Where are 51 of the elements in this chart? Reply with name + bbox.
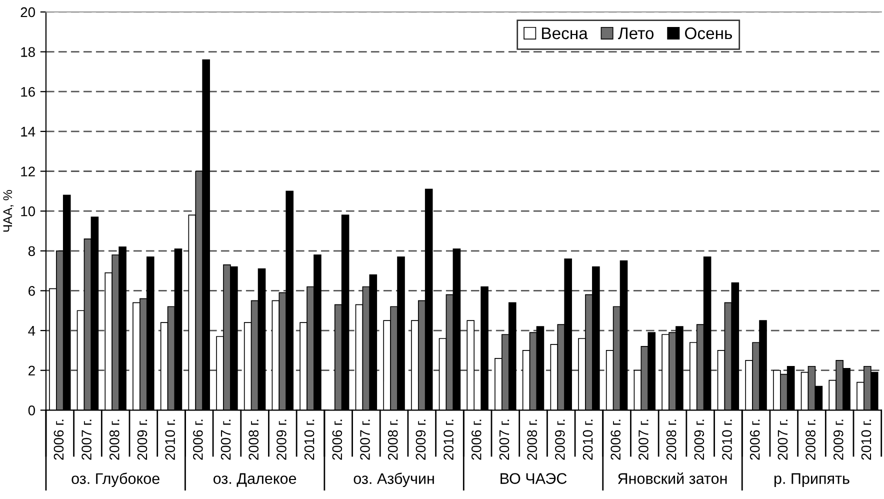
x-tick-label: 2006 г. xyxy=(332,420,342,460)
x-tick-label: 2006 г. xyxy=(54,420,64,460)
x-tick-label: 2007 г. xyxy=(778,420,788,460)
x-tick-label: 2009 г. xyxy=(276,420,286,460)
text: ВО ЧАЭС xyxy=(500,473,567,484)
y-tick-label: 0 xyxy=(28,406,36,416)
text: оз. Глубокое xyxy=(72,472,160,488)
y-tick-label: 14 xyxy=(21,126,36,136)
y-tick-label: 4 xyxy=(28,326,36,336)
x-tick-label: 2007 г. xyxy=(82,420,92,460)
x-tick-label: 2008 г. xyxy=(248,420,259,460)
x-tick-label: 2008 г. xyxy=(527,420,537,460)
y-tick-label: 12 xyxy=(21,166,35,176)
legend-label: Осень xyxy=(685,27,732,40)
y-tick-label: 8 xyxy=(28,246,35,256)
y-tick-label: 10 xyxy=(21,206,36,216)
x-tick-label: 2008 г. xyxy=(666,420,676,460)
x-tick-label: 2006 г. xyxy=(750,420,760,460)
x-tick-label: 2008 г. xyxy=(109,420,120,460)
x-tick-label: 2007 г. xyxy=(499,420,510,460)
x-tick-label: 2010 г. xyxy=(444,420,454,460)
text: оз. Далекое xyxy=(213,473,296,487)
text: оз. Азбучин xyxy=(354,472,434,488)
text: Яновский затон xyxy=(618,472,727,484)
y-tick-label: 20 xyxy=(20,7,36,18)
x-tick-label: 2008 г. xyxy=(388,420,398,460)
x-tick-label: 2006 г. xyxy=(471,420,482,460)
x-tick-label: 2009 г. xyxy=(416,420,426,460)
x-tick-label: 2009 г. xyxy=(694,420,704,460)
y-tick-label: 6 xyxy=(28,286,35,296)
legend-label: Лето xyxy=(618,28,654,40)
y-tick-label: 2 xyxy=(28,366,35,376)
legend-label: Весна xyxy=(542,28,588,40)
x-tick-label: 2006 г. xyxy=(610,420,621,460)
x-tick-label: 2007 г. xyxy=(360,420,370,460)
x-tick-label: 2007 г. xyxy=(220,420,231,460)
x-tick-label: 2007 г. xyxy=(638,420,648,460)
x-tick-label: 2008 г. xyxy=(806,420,816,460)
x-tick-label: 2009 г. xyxy=(833,420,844,460)
x-tick-label: 2006 г. xyxy=(193,420,203,460)
x-tick-label: 2010 г. xyxy=(861,420,872,460)
y-tick-label: 18 xyxy=(21,47,35,57)
text: р. Припять xyxy=(774,473,850,487)
y-tick-label: 16 xyxy=(21,86,35,97)
x-tick-label: 2010 г. xyxy=(304,420,314,460)
x-tick-label: 2009 г. xyxy=(555,420,565,460)
x-tick-label: 2010 г. xyxy=(582,420,593,460)
x-tick-label: 2010 г. xyxy=(165,420,176,460)
y-axis-title: ЧАА, % xyxy=(3,190,14,232)
x-tick-label: 2010 г. xyxy=(722,420,732,460)
x-tick-label: 2009 г. xyxy=(137,420,148,460)
